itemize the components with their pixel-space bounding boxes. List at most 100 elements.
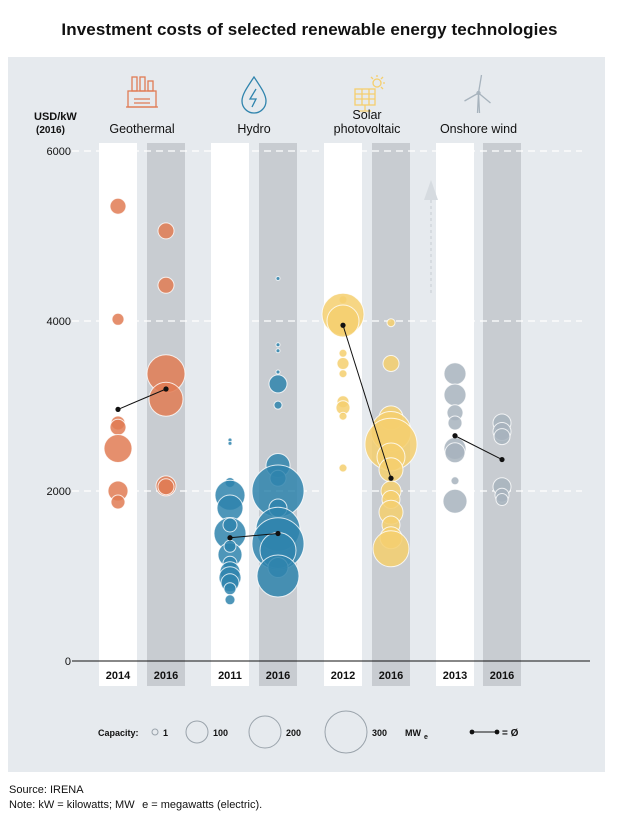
average-point [163, 386, 169, 392]
y-tick-label: 6000 [47, 146, 71, 158]
y-axis-label: USD/kW [34, 111, 77, 123]
data-point [338, 369, 348, 379]
footnote: Note: kW = kilowatts; MW e = megawatts (… [9, 799, 263, 811]
data-point [157, 478, 175, 496]
faint-arrow-head [424, 180, 438, 200]
data-point [275, 369, 281, 375]
data-point [338, 411, 348, 421]
data-point [268, 374, 288, 394]
data-point [224, 594, 236, 606]
data-point [275, 348, 281, 354]
year-label: 2016 [266, 670, 290, 682]
average-point [499, 456, 505, 463]
icon-part [147, 80, 154, 92]
data-point [227, 440, 233, 446]
page-title: Investment costs of selected renewable e… [61, 20, 558, 39]
icon-part [241, 75, 267, 114]
data-point [109, 197, 127, 215]
icon-part [464, 74, 491, 104]
data-point [109, 418, 127, 436]
data-point [111, 312, 125, 326]
y-tick-label: 0 [65, 656, 71, 668]
data-point [372, 530, 410, 568]
legend-bubble-label: 300 [372, 728, 387, 738]
data-point [148, 381, 184, 417]
data-point [447, 415, 463, 431]
icon-part [131, 76, 138, 92]
icon-part [139, 76, 146, 92]
data-point [275, 276, 281, 281]
data-point [223, 539, 237, 553]
y-tick-label: 2000 [47, 486, 71, 498]
legend-bubble [185, 720, 209, 744]
year-label: 2016 [154, 670, 178, 682]
data-point [223, 582, 237, 596]
legend-bubble-label: 200 [286, 728, 301, 738]
column-band-0-0 [99, 143, 137, 686]
data-point [338, 463, 348, 473]
data-point [157, 222, 175, 240]
data-point [157, 276, 175, 294]
average-point [388, 475, 394, 481]
average-line [117, 388, 167, 410]
data-point [443, 362, 467, 386]
data-point [326, 304, 360, 338]
data-point [443, 383, 467, 407]
icon-part [370, 75, 385, 90]
legend-bubble-label: 1 [163, 728, 168, 738]
year-label: 2016 [379, 670, 403, 682]
data-point [336, 357, 350, 370]
icon-part [355, 89, 375, 112]
data-point [444, 442, 466, 464]
data-point [110, 494, 126, 510]
year-label: 2013 [443, 670, 467, 682]
legend-label: Capacity: [98, 728, 139, 738]
column-band-1-1 [259, 143, 297, 686]
legend-unit: MW [405, 728, 421, 738]
average-point [452, 433, 458, 439]
year-label: 2014 [106, 670, 131, 682]
technology-label: Geothermal [109, 122, 174, 136]
y-axis-label-unit: (2016) [36, 125, 65, 136]
geothermal-plant-icon [126, 76, 158, 108]
data-point [386, 318, 396, 328]
technology-label: Solar [352, 108, 381, 122]
data-point [222, 517, 238, 533]
icon-part [126, 98, 158, 108]
average-point [115, 406, 121, 412]
technology-label: Onshore wind [440, 122, 517, 136]
legend-average-point [494, 729, 500, 735]
technology-label: Hydro [237, 122, 270, 136]
data-point [103, 434, 133, 463]
data-point [275, 342, 281, 348]
data-point [450, 476, 460, 486]
water-drop-icon [241, 75, 267, 114]
average-point [227, 535, 233, 541]
solar-panel-icon [354, 75, 385, 112]
icon-part [248, 88, 258, 108]
average-point [275, 530, 281, 537]
legend-bubble [324, 710, 368, 754]
legend-average-point [469, 729, 475, 735]
year-label: 2012 [331, 670, 355, 682]
data-point [495, 493, 509, 506]
data-point [273, 400, 283, 410]
icon-part [372, 78, 382, 88]
data-point [382, 355, 400, 372]
data-point [338, 348, 348, 358]
legend-average-label: = Ø [502, 728, 519, 739]
wind-turbine-icon [464, 74, 491, 114]
average-point [340, 322, 346, 328]
year-label: 2016 [490, 670, 514, 682]
year-label: 2011 [218, 670, 242, 682]
icon-part [476, 90, 481, 96]
source-note: Source: IRENA [9, 784, 84, 796]
icon-part [354, 88, 376, 106]
legend-unit-sub: e [424, 734, 428, 741]
data-point [256, 554, 300, 598]
technology-label-line2: photovoltaic [334, 122, 401, 136]
legend-bubble [151, 728, 159, 736]
data-point [493, 428, 511, 446]
average-line [342, 325, 392, 479]
